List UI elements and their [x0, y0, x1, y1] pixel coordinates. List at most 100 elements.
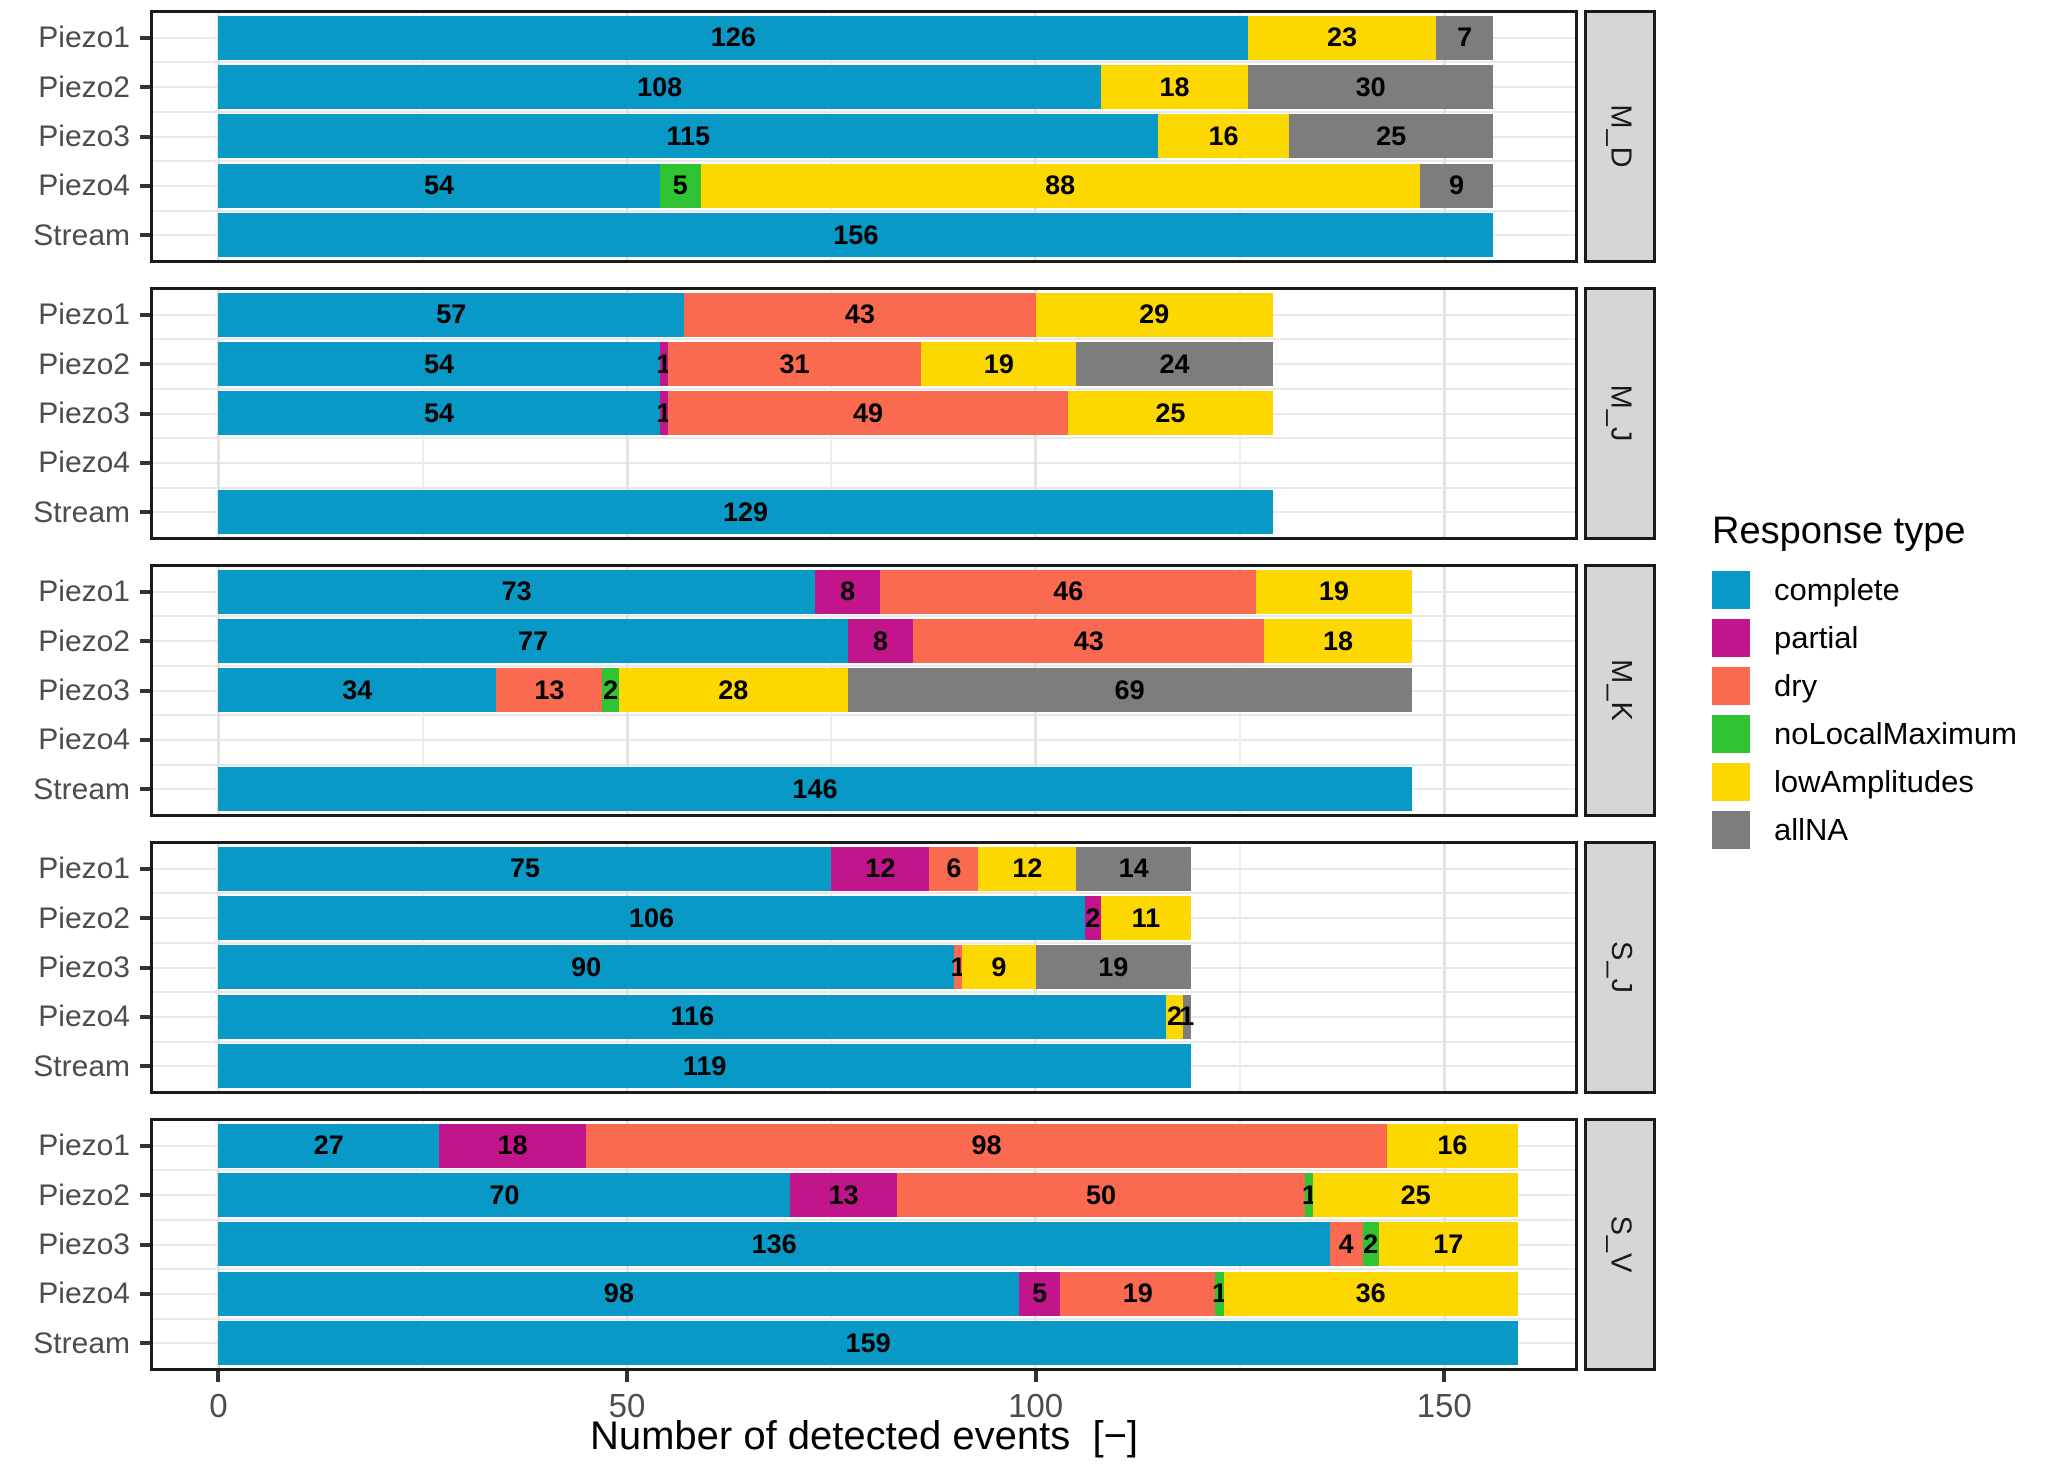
y-axis-label: Piezo4	[38, 446, 130, 480]
y-axis-tick	[140, 1291, 150, 1296]
bar-value-label: 25	[1376, 120, 1407, 151]
legend-item-dry: dry	[1712, 667, 2017, 705]
bar-segment-lowAmplitudes: 25	[1068, 391, 1273, 436]
bar-value-label: 34	[342, 674, 373, 705]
bar-segment-dry: 98	[586, 1123, 1387, 1168]
bar-segment-dry: 50	[896, 1173, 1306, 1218]
bar-segment-partial: 1	[656, 391, 671, 436]
y-axis-tick	[140, 1341, 150, 1346]
bar-segment-complete: 119	[218, 1044, 1191, 1089]
bar-segment-noLocalMaximum: 2	[1362, 1222, 1379, 1267]
bar-row-Piezo3: 34 13 2 28 69	[153, 666, 1575, 715]
bar-row-Piezo2: 70 13 50 1 25	[153, 1170, 1575, 1219]
bar-row-Piezo3: 136 4 2 17	[153, 1220, 1575, 1269]
y-axis-label: Piezo4	[38, 1277, 130, 1311]
bar-segment-noLocalMaximum: 5	[659, 163, 701, 208]
facet-M_J: Piezo1 Piezo2 Piezo3 Piezo4 Stream 57 43 29 54 1 3…	[0, 287, 1660, 540]
bar-segment-lowAmplitudes: 25	[1313, 1173, 1518, 1218]
bar-value-label: 146	[792, 773, 838, 804]
bar-segment-complete: 136	[218, 1222, 1330, 1267]
bar-segment-lowAmplitudes: 17	[1378, 1222, 1518, 1267]
y-axis-label: Piezo3	[38, 674, 130, 708]
grid-line-horizontal	[153, 338, 1575, 341]
y-axis-tick	[140, 965, 150, 970]
y-axis-label: Piezo3	[38, 120, 130, 154]
bar-segment-complete: 54	[218, 163, 660, 208]
legend-key-swatch	[1712, 715, 1750, 753]
stacked-bar: 146	[218, 767, 1412, 812]
bar-value-label: 9	[991, 951, 1007, 982]
legend-item-partial: partial	[1712, 619, 2017, 657]
y-axis-label: Piezo1	[38, 575, 130, 609]
bar-segment-complete: 57	[218, 292, 685, 337]
legend-key-swatch	[1712, 811, 1750, 849]
bar-row-Piezo4	[153, 438, 1575, 487]
legend-key-swatch	[1712, 763, 1750, 801]
grid-line-horizontal	[153, 892, 1575, 895]
bar-value-label: 73	[501, 576, 532, 607]
grid-line-horizontal	[153, 387, 1575, 390]
bar-row-Piezo2: 77 8 43 18	[153, 616, 1575, 665]
bar-value-label: 16	[1208, 120, 1239, 151]
y-axis-tick	[140, 916, 150, 921]
bar-value-label: 18	[1159, 71, 1190, 102]
facet-strip-label: S_V	[1604, 1215, 1637, 1274]
facet-strip-S_J: S_J	[1584, 841, 1656, 1094]
x-tick-label: 0	[209, 1387, 228, 1424]
bar-value-label: 1	[1179, 1001, 1195, 1032]
bar-segment-lowAmplitudes: 16	[1387, 1123, 1518, 1168]
bar-segment-lowAmplitudes: 16	[1158, 114, 1289, 159]
bar-value-label: 129	[722, 496, 769, 527]
bar-value-label: 126	[710, 22, 756, 53]
bar-value-label: 7	[1457, 22, 1473, 53]
bar-segment-dry: 43	[684, 292, 1036, 337]
grid-line-horizontal	[153, 110, 1575, 113]
bar-segment-partial: 13	[790, 1173, 897, 1218]
stacked-bar: 159	[218, 1321, 1518, 1366]
bar-row-Piezo2: 106 2 11	[153, 893, 1575, 942]
bar-value-label: 2	[1085, 902, 1101, 933]
y-axis-label: Piezo4	[38, 1000, 130, 1034]
y-axis-label: Piezo3	[38, 1228, 130, 1262]
stacked-bar: 73 8 46 19	[218, 569, 1412, 614]
bar-value-label: 77	[517, 625, 549, 656]
bar-segment-dry: 4	[1329, 1222, 1363, 1267]
bar-value-label: 19	[1122, 1278, 1153, 1309]
y-axis-label: Piezo1	[38, 852, 130, 886]
bar-segment-lowAmplitudes: 19	[1256, 569, 1412, 614]
facet-strip-M_K: M_K	[1584, 564, 1656, 817]
bar-segment-lowAmplitudes: 18	[1264, 619, 1412, 664]
bar-segment-complete: 54	[218, 342, 660, 387]
bar-row-Piezo1: 73 8 46 19	[153, 567, 1575, 616]
grid-line-major	[1442, 567, 1446, 814]
bar-row-Piezo4: 116 2 1	[153, 992, 1575, 1041]
bar-segment-lowAmplitudes: 11	[1100, 896, 1191, 941]
y-axis-label: Piezo2	[38, 624, 130, 658]
facet-strip-label: M_J	[1604, 384, 1637, 443]
stacked-bar: 106 2 11	[218, 896, 1191, 941]
bar-segment-allNA: 14	[1076, 846, 1191, 891]
bar-segment-dry: 49	[667, 391, 1069, 436]
bar-row-Stream: 159	[153, 1319, 1575, 1368]
bar-value-label: 31	[779, 348, 810, 379]
bar-value-label: 16	[1437, 1130, 1468, 1161]
bar-segment-lowAmplitudes: 36	[1223, 1271, 1518, 1316]
bar-segment-noLocalMaximum: 1	[1212, 1271, 1227, 1316]
legend-key-swatch	[1712, 571, 1750, 609]
bar-segment-complete: 129	[218, 490, 1273, 535]
grid-line-horizontal	[153, 486, 1575, 489]
bar-value-label: 18	[1322, 625, 1353, 656]
grid-line-horizontal	[153, 1169, 1575, 1172]
bar-value-label: 2	[1167, 1001, 1183, 1032]
bar-segment-complete: 108	[218, 65, 1101, 110]
bar-value-label: 1	[1211, 1278, 1227, 1309]
bar-segment-lowAmplitudes: 19	[921, 342, 1077, 387]
y-axis-label: Stream	[33, 772, 130, 806]
grid-line-horizontal	[153, 664, 1575, 667]
facet-strip-S_V: S_V	[1584, 1118, 1656, 1371]
bar-value-label: 75	[509, 853, 540, 884]
facet-strip-label: M_K	[1604, 659, 1637, 722]
bar-segment-lowAmplitudes: 2	[1166, 994, 1183, 1039]
bar-value-label: 14	[1118, 853, 1149, 884]
y-axis-tick	[140, 1014, 150, 1019]
